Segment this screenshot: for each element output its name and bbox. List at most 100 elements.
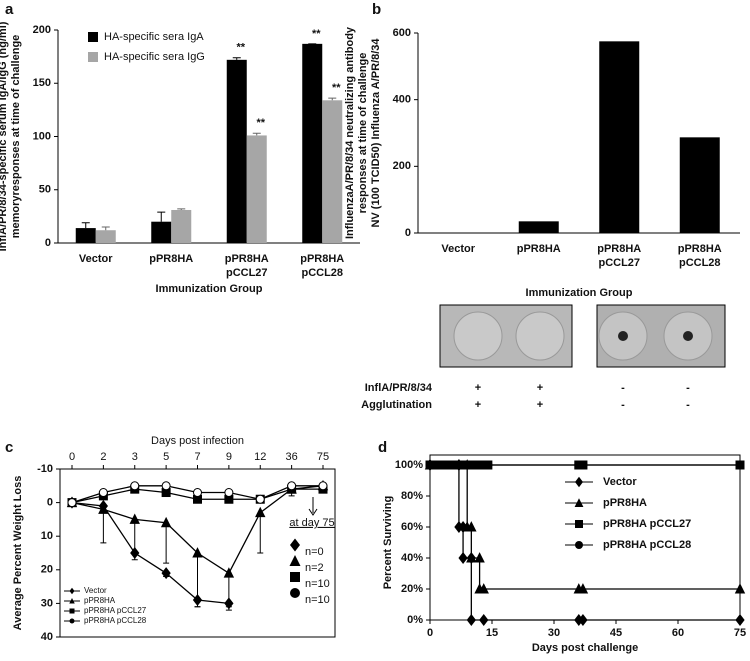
- marker: [433, 460, 443, 470]
- marker: [192, 547, 203, 558]
- series-line: [430, 464, 740, 621]
- y-tick-label: 0%: [407, 614, 423, 626]
- legend-label: Vector: [603, 476, 637, 488]
- y-tick-label: 30: [41, 597, 53, 609]
- bar: [151, 221, 172, 243]
- marker: [574, 498, 584, 507]
- table-cell: +: [475, 382, 481, 394]
- y-axis-label: InfluenzaA/PR/8/34 neutralizing antibody: [344, 26, 356, 239]
- x-tick-label: 75: [317, 451, 329, 463]
- marker: [466, 613, 476, 627]
- y-axis-label: Average Percent Weight Loss: [12, 476, 24, 631]
- x-tick-label: 75: [734, 627, 746, 639]
- marker: [442, 460, 452, 470]
- marker: [475, 460, 485, 470]
- marker: [479, 613, 489, 627]
- marker: [255, 506, 266, 518]
- marker: [575, 476, 583, 488]
- well: [515, 311, 565, 361]
- x-tick-label: 12: [254, 451, 266, 463]
- error-bar: [194, 553, 201, 608]
- series-line: [430, 464, 740, 590]
- x-tick-label: pCCL28: [679, 257, 721, 269]
- y-tick-label: 60%: [401, 521, 423, 533]
- error-bar: [252, 132, 261, 136]
- x-tick-label: 0: [69, 451, 75, 463]
- x-tick-label: 60: [672, 627, 684, 639]
- table-cell: +: [475, 399, 481, 411]
- n-label: n=0: [305, 546, 324, 558]
- x-tick-label: pPR8HA: [300, 253, 344, 265]
- marker: [289, 555, 301, 566]
- legend-label: Vector: [84, 586, 107, 595]
- annotation: at day 75: [289, 517, 334, 529]
- legend-label: pPR8HA: [603, 497, 647, 509]
- panel-label: c: [5, 439, 13, 456]
- marker: [290, 588, 300, 598]
- legend-label: pPR8HA pCCL28: [84, 616, 147, 625]
- y-tick-label: 40%: [401, 552, 423, 564]
- marker: [69, 608, 75, 614]
- x-axis-label: Days post infection: [151, 435, 244, 447]
- error-bar: [328, 97, 337, 101]
- x-axis-label: Immunization Group: [156, 283, 263, 295]
- marker: [160, 516, 172, 528]
- table-cell: +: [537, 399, 543, 411]
- marker: [255, 494, 265, 504]
- x-tick-label: pCCL28: [301, 267, 343, 279]
- table-cell: -: [686, 382, 690, 394]
- well: [453, 311, 503, 361]
- x-tick-label: pPR8HA: [517, 243, 561, 255]
- y-tick-label: 10: [41, 530, 53, 542]
- significance: **: [256, 117, 265, 129]
- y-axis-label: NV (100 TCID50) Influenza A/PR/8/34: [370, 38, 382, 228]
- y-tick-label: 100: [33, 130, 51, 142]
- x-tick-label: pPR8HA: [597, 243, 641, 255]
- x-tick-label: 7: [194, 451, 200, 463]
- marker: [67, 498, 77, 508]
- y-axis-label: responses at time of challenge: [357, 53, 369, 214]
- bar: [75, 228, 96, 243]
- bar: [246, 135, 267, 243]
- marker: [98, 503, 109, 514]
- marker: [318, 481, 328, 491]
- marker: [223, 567, 235, 578]
- marker: [735, 460, 745, 470]
- x-tick-label: pPR8HA: [678, 243, 722, 255]
- marker: [287, 481, 297, 491]
- legend-label: pPR8HA pCCL27: [84, 606, 147, 615]
- error-bar: [131, 519, 138, 554]
- arrow: [308, 497, 318, 516]
- n-label: n=2: [305, 562, 324, 574]
- error-bar: [101, 226, 110, 231]
- bar: [679, 137, 720, 233]
- marker: [735, 613, 745, 627]
- x-tick-label: Vector: [441, 243, 475, 255]
- marker: [290, 538, 300, 552]
- n-label: n=10: [305, 594, 330, 606]
- y-tick-label: 40: [41, 631, 53, 643]
- bar: [95, 230, 116, 243]
- x-tick-label: pPR8HA: [225, 253, 269, 265]
- plot-frame: [429, 454, 741, 621]
- legend-label: HA-specific sera IgA: [104, 31, 204, 43]
- error-bar: [177, 208, 186, 210]
- legend-label: pPR8HA: [84, 596, 116, 605]
- table-row-label: InflA/PR/8/34: [365, 382, 433, 394]
- marker: [69, 587, 75, 595]
- y-tick-label: 150: [33, 77, 51, 89]
- x-tick-label: 15: [486, 627, 498, 639]
- legend-label: HA-specific sera IgG: [104, 51, 205, 63]
- table-cell: -: [621, 382, 625, 394]
- marker: [129, 513, 140, 524]
- marker: [425, 460, 435, 470]
- y-tick-label: 0: [405, 227, 411, 239]
- y-tick-label: 0: [47, 497, 53, 509]
- marker: [466, 552, 477, 563]
- x-tick-label: 0: [427, 627, 433, 639]
- error-bar: [157, 211, 166, 222]
- x-tick-label: pPR8HA: [149, 253, 193, 265]
- marker: [734, 583, 746, 594]
- marker: [69, 618, 75, 624]
